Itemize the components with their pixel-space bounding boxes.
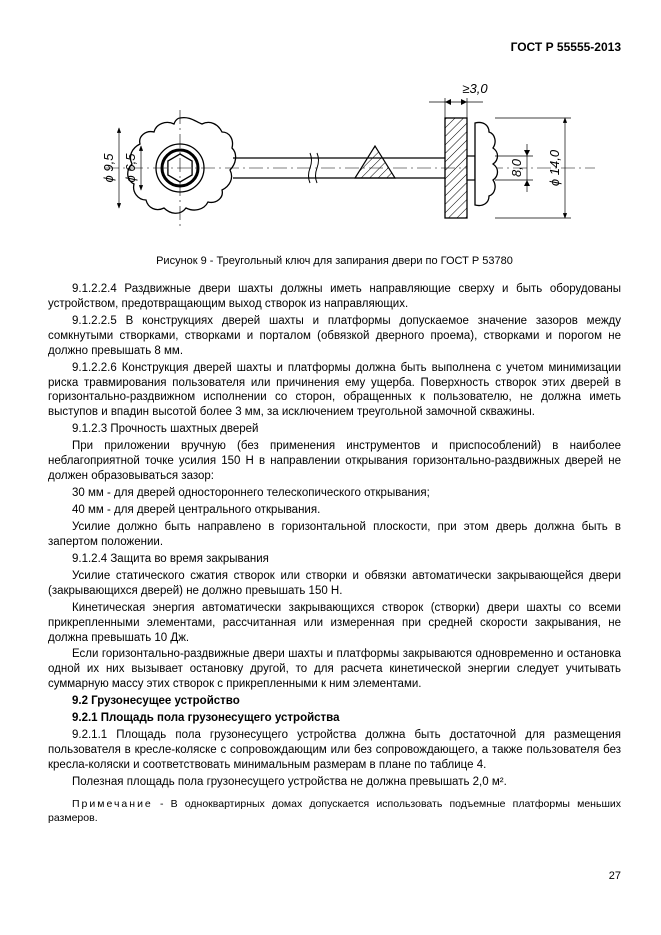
triangular-key-drawing: ϕ 9,5 ϕ 6,5 ≥3,0 8,0 ϕ 14,0: [55, 68, 615, 238]
note: Примечание - В одноквартирных домах допу…: [48, 798, 621, 825]
heading-9-2: 9.2 Грузонесущее устройство: [48, 694, 621, 709]
para-9-1-2-2-5: 9.1.2.2.5 В конструкциях дверей шахты и …: [48, 314, 621, 359]
dim-80: 8,0: [509, 158, 524, 177]
dim-ge-30: ≥3,0: [462, 81, 488, 96]
dim-phi-65: ϕ 6,5: [123, 152, 138, 182]
note-label: Примечание: [72, 798, 153, 810]
para-9-1-2-2-6: 9.1.2.2.6 Конструкция дверей шахты и пла…: [48, 361, 621, 421]
para-gap-40: 40 мм - для дверей центрального открыван…: [48, 503, 621, 518]
para-force-dir: Усилие должно быть направлено в горизонт…: [48, 520, 621, 550]
para-static-150n: Усилие статического сжатия створок или с…: [48, 569, 621, 599]
dim-phi-140: ϕ 14,0: [547, 149, 562, 186]
para-9-1-2-3: 9.1.2.3 Прочность шахтных дверей: [48, 422, 621, 437]
para-9-1-2-2-4: 9.1.2.2.4 Раздвижные двери шахты должны …: [48, 282, 621, 312]
para-useful-area: Полезная площадь пола грузонесущего устр…: [48, 775, 621, 790]
para-kinetic-10j: Кинетическая энергия автоматически закры…: [48, 601, 621, 646]
document-header: ГОСТ Р 55555-2013: [48, 40, 621, 56]
para-load-test: При приложении вручную (без применения и…: [48, 439, 621, 484]
figure-9: ϕ 9,5 ϕ 6,5 ≥3,0 8,0 ϕ 14,0: [48, 68, 621, 238]
para-9-2-1-1: 9.2.1.1 Площадь пола грузонесущего устро…: [48, 728, 621, 773]
heading-9-2-1: 9.2.1 Площадь пола грузонесущего устройс…: [48, 711, 621, 726]
page-number: 27: [48, 869, 621, 883]
para-simultaneous: Если горизонтально-раздвижные двери шахт…: [48, 647, 621, 692]
para-gap-30: 30 мм - для дверей одностороннего телеск…: [48, 486, 621, 501]
dim-phi-95: ϕ 9,5: [101, 152, 116, 182]
figure-caption: Рисунок 9 - Треугольный ключ для запиран…: [48, 254, 621, 268]
para-9-1-2-4: 9.1.2.4 Защита во время закрывания: [48, 552, 621, 567]
